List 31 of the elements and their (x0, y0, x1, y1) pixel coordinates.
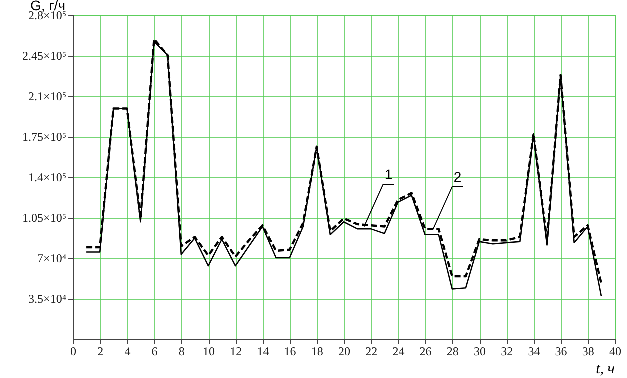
x-tick-label: 2 (98, 344, 104, 358)
x-tick-label: 12 (230, 344, 242, 358)
x-tick-label: 26 (420, 344, 432, 358)
y-tick-label: 7×10⁴ (38, 252, 66, 266)
x-tick-label: 16 (284, 344, 296, 358)
y-tick-label: 3.5×10⁴ (28, 292, 66, 306)
x-axis-title: t, ч (596, 362, 615, 378)
y-tick-label: 1.75×10⁵ (22, 130, 66, 144)
x-tick-label: 34 (528, 344, 540, 358)
x-tick-label: 18 (311, 344, 324, 358)
x-tick-label: 24 (392, 344, 405, 358)
x-tick-label: 4 (124, 344, 131, 358)
annotation: 1 (384, 166, 393, 183)
x-tick-label: 6 (152, 344, 158, 358)
x-tick-label: 20 (338, 344, 350, 358)
x-tick-label: 8 (178, 344, 185, 358)
y-tick-label: 1.4×10⁵ (28, 170, 66, 184)
x-tick-label: 28 (446, 344, 459, 358)
x-tick-label: 30 (474, 344, 486, 358)
x-tick-label: 36 (555, 344, 568, 358)
x-tick-label: 22 (366, 344, 378, 358)
x-tick-label: 32 (501, 344, 514, 358)
x-tick-label: 0 (70, 344, 76, 358)
x-tick-label: 10 (203, 344, 215, 358)
x-tick-label: 40 (610, 344, 622, 358)
y-tick-label: 2.1×10⁵ (28, 90, 66, 104)
x-tick-label: 14 (257, 344, 270, 358)
y-tick-label: 1.05×10⁵ (22, 211, 66, 225)
annotation: 2 (454, 168, 462, 185)
x-tick-label: 38 (582, 344, 594, 358)
y-tick-label: 2.45×10⁵ (22, 49, 66, 63)
